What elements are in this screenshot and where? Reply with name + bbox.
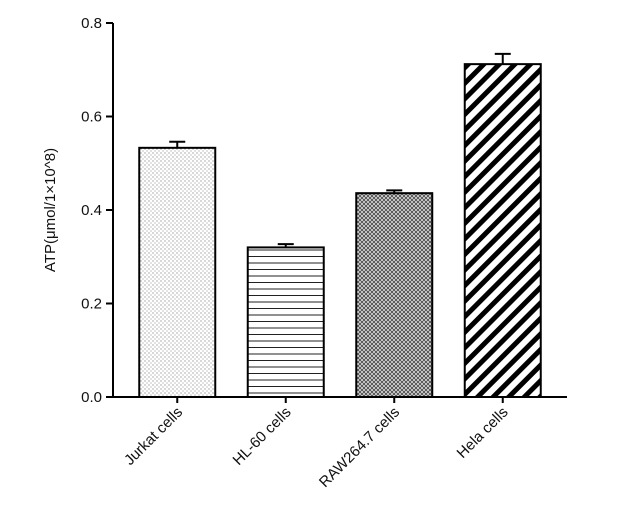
y-tick-label: 0.4 bbox=[81, 202, 102, 219]
x-tick-label: HL-60 cells bbox=[230, 404, 295, 469]
y-axis-label: ATP(μmol/1×10^8) bbox=[42, 148, 59, 272]
x-tick-label: RAW264.7 cells bbox=[316, 404, 403, 491]
bar bbox=[138, 146, 217, 398]
y-tick-label: 0.8 bbox=[81, 15, 102, 32]
bar bbox=[355, 192, 434, 398]
x-tick-label: Jurkat cells bbox=[121, 404, 186, 469]
x-tick-label: Hela cells bbox=[454, 404, 512, 462]
bar bbox=[246, 246, 325, 398]
y-tick-label: 0.2 bbox=[81, 296, 102, 313]
y-tick-label: 0.0 bbox=[81, 389, 102, 406]
bar bbox=[463, 63, 542, 398]
y-tick-label: 0.6 bbox=[81, 109, 102, 126]
